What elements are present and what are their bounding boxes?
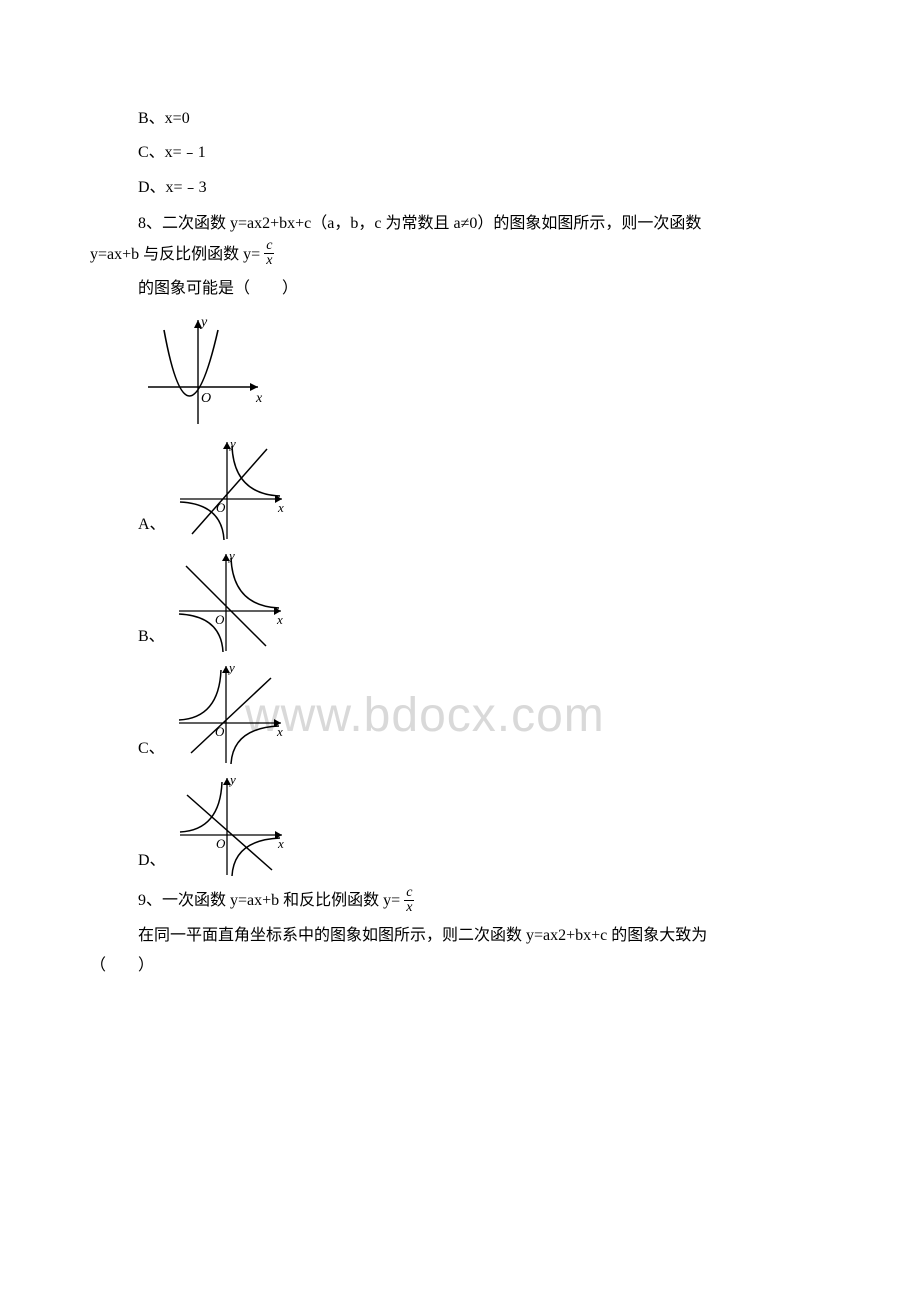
q8-line1: 8、二次函数 y=ax2+bx+c（a，b，c 为常数且 a≠0）的图象如图所示… xyxy=(90,209,830,239)
q8-line2-text: y=ax+b 与反比例函数 y= xyxy=(90,246,264,263)
fraction-c-over-x: cx xyxy=(264,239,274,269)
svg-text:O: O xyxy=(215,612,225,627)
svg-text:x: x xyxy=(277,836,284,851)
parabola-graph: y x O xyxy=(138,312,268,432)
q8-main-graph: y x O xyxy=(138,312,830,432)
svg-text:x: x xyxy=(276,612,283,627)
option-c-graph: y x O xyxy=(171,658,291,768)
option-a-graph: y x O xyxy=(172,434,292,544)
option-d-graph: y x O xyxy=(172,770,292,880)
svg-text:x: x xyxy=(277,500,284,515)
option-b-prev: B、x=0 xyxy=(90,104,830,134)
svg-text:y: y xyxy=(228,772,236,787)
option-c-label: C、 xyxy=(138,734,165,768)
svg-text:x: x xyxy=(255,391,263,406)
q8-option-a: A、 y x O xyxy=(138,434,830,544)
q9-line1: 9、一次函数 y=ax+b 和反比例函数 y= cx xyxy=(90,886,830,917)
q8-option-c: C、 y x O xyxy=(138,658,830,768)
option-a-label: A、 xyxy=(138,510,166,544)
svg-text:x: x xyxy=(276,724,283,739)
option-d-prev: D、x=﹣3 xyxy=(90,173,830,203)
fraction-c-over-x-2: cx xyxy=(404,886,414,916)
svg-text:O: O xyxy=(216,836,226,851)
svg-text:O: O xyxy=(201,391,211,406)
svg-text:O: O xyxy=(215,724,225,739)
q9-line2: 在同一平面直角坐标系中的图象如图所示，则二次函数 y=ax2+bx+c 的图象大… xyxy=(90,921,830,951)
option-b-graph: y x O xyxy=(171,546,291,656)
svg-text:y: y xyxy=(228,436,236,451)
svg-text:y: y xyxy=(227,660,235,675)
svg-text:y: y xyxy=(227,548,235,563)
q8-option-b: B、 y x O xyxy=(138,546,830,656)
q9-line1-text: 9、一次函数 y=ax+b 和反比例函数 y= xyxy=(138,892,404,909)
q8-option-d: D、 y x O xyxy=(138,770,830,880)
option-d-label: D、 xyxy=(138,846,166,880)
option-b-label: B、 xyxy=(138,622,165,656)
option-c-prev: C、x=﹣1 xyxy=(90,138,830,168)
svg-text:O: O xyxy=(216,500,226,515)
q8-line3: 的图象可能是（ ） xyxy=(90,274,830,304)
svg-text:y: y xyxy=(199,315,208,330)
q9-line3: （ ） xyxy=(90,951,830,981)
q8-line2: y=ax+b 与反比例函数 y= cx xyxy=(90,240,830,271)
